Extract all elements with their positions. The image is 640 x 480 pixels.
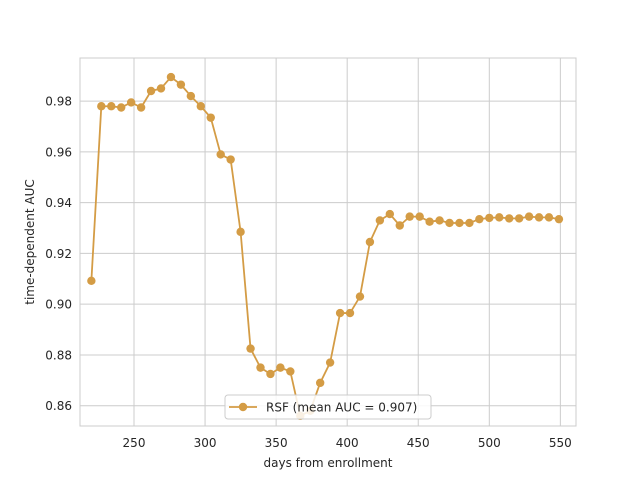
data-point [405, 212, 414, 221]
data-point [455, 218, 464, 228]
data-point [186, 91, 196, 101]
data-point [266, 369, 275, 379]
data-point [146, 86, 156, 96]
data-point [445, 218, 454, 228]
data-point [87, 276, 96, 286]
x-tick-label: 550 [549, 436, 572, 450]
data-point [325, 358, 335, 367]
x-tick-label: 450 [407, 436, 430, 450]
x-tick-label: 350 [265, 436, 288, 450]
data-point [534, 213, 544, 222]
data-point [117, 103, 126, 112]
data-point [345, 308, 355, 318]
series-layer [87, 72, 564, 421]
data-point [126, 98, 136, 107]
data-point [97, 102, 106, 111]
y-tick-label: 0.96 [45, 145, 72, 159]
y-tick-label: 0.86 [45, 399, 72, 413]
data-point [256, 363, 265, 372]
data-point [196, 102, 206, 111]
plot-background [80, 58, 576, 426]
data-point [315, 378, 325, 388]
data-point [107, 102, 116, 111]
legend-marker-swatch [238, 402, 248, 412]
data-point [385, 209, 395, 219]
data-point [276, 363, 285, 372]
y-tick-labels: 0.86 0.88 0.90 0.92 0.94 0.96 0.98 [45, 95, 72, 414]
x-tick-label: 500 [478, 436, 501, 450]
data-point [544, 213, 554, 222]
data-point [335, 308, 345, 318]
legend-series-label: RSF (mean AUC = 0.907) [266, 401, 417, 415]
data-point [176, 80, 186, 89]
data-point [375, 216, 385, 225]
data-point [465, 218, 474, 228]
y-tick-label: 0.90 [45, 298, 72, 312]
y-tick-label: 0.92 [45, 247, 72, 261]
data-point [286, 367, 295, 376]
data-point [216, 150, 225, 159]
data-point [435, 216, 444, 225]
data-point [475, 214, 484, 224]
x-axis-label: days from enrollment [264, 456, 393, 470]
data-point [505, 214, 514, 223]
x-tick-label: 300 [194, 436, 217, 450]
y-tick-label: 0.94 [45, 196, 72, 210]
data-point [365, 237, 375, 247]
data-point [554, 214, 564, 224]
y-tick-label: 0.88 [45, 348, 72, 362]
plot-frame [79, 57, 577, 427]
data-point [246, 344, 255, 353]
data-point [156, 84, 166, 93]
data-point [226, 155, 235, 164]
x-tick-label: 250 [123, 436, 146, 450]
data-point [355, 292, 365, 301]
data-point [395, 221, 404, 230]
data-point [485, 213, 494, 223]
data-point [415, 212, 424, 221]
legend: RSF (mean AUC = 0.907) [224, 394, 432, 420]
data-point [206, 113, 215, 122]
data-point [236, 227, 245, 237]
data-point [166, 72, 176, 82]
grid-lines [80, 58, 576, 426]
x-tick-label: 400 [336, 436, 359, 450]
data-point [136, 103, 146, 112]
data-point [425, 217, 434, 226]
legend-box [224, 394, 432, 420]
x-tick-labels: 250 300 350 400 450 500 550 [123, 436, 572, 450]
y-tick-label: 0.98 [45, 95, 72, 109]
data-point [495, 213, 504, 222]
data-point [524, 212, 534, 221]
data-point [514, 214, 524, 223]
y-axis-label: time-dependent AUC [23, 179, 37, 305]
